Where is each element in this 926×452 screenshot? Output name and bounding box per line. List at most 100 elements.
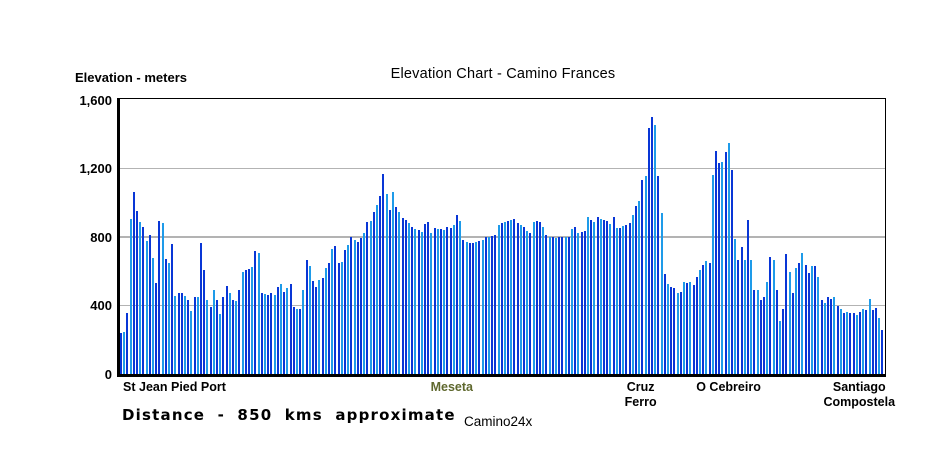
elevation-bar — [625, 225, 628, 374]
elevation-bar — [241, 272, 244, 374]
elevation-bar — [302, 290, 305, 374]
elevation-bar — [686, 283, 689, 374]
elevation-bar — [193, 297, 196, 374]
elevation-bar — [235, 301, 238, 374]
distance-note: Distance - 850 kms approximate — [122, 406, 456, 424]
x-label-o-cebreiro: O Cebreiro — [696, 380, 761, 394]
elevation-bar — [455, 215, 458, 374]
elevation-bar — [871, 310, 874, 374]
elevation-bar — [551, 237, 554, 374]
elevation-bar — [699, 270, 701, 374]
elevation-bar — [855, 315, 858, 374]
elevation-bar — [558, 237, 561, 374]
elevation-bar — [644, 176, 647, 374]
elevation-bar — [564, 237, 567, 374]
elevation-bar — [660, 213, 663, 374]
elevation-bar — [823, 303, 826, 374]
elevation-bar — [427, 222, 430, 374]
elevation-bar — [571, 228, 573, 374]
elevation-bar — [535, 220, 538, 374]
elevation-bar — [443, 229, 446, 374]
elevation-bar — [171, 243, 174, 374]
elevation-bar — [731, 169, 733, 374]
elevation-bar — [433, 228, 436, 374]
elevation-bar — [318, 279, 321, 374]
elevation-bar — [129, 218, 132, 374]
elevation-bar — [254, 251, 257, 374]
elevation-bar — [475, 241, 478, 374]
elevation-bar — [695, 277, 698, 374]
elevation-bar — [715, 151, 717, 374]
chart-title: Elevation Chart - Camino Frances — [390, 66, 616, 82]
elevation-bar — [491, 235, 494, 374]
elevation-bar — [692, 285, 695, 374]
elevation-bar — [631, 215, 634, 374]
elevation-bar — [484, 236, 487, 374]
elevation-bar — [657, 176, 660, 374]
elevation-bar — [817, 277, 820, 374]
elevation-bar — [670, 287, 673, 374]
elevation-bar — [359, 238, 362, 374]
elevation-bar — [679, 292, 682, 374]
elevation-bar — [523, 226, 525, 374]
y-tick-label-1600: 1,600 — [79, 92, 112, 108]
elevation-bar — [209, 307, 212, 374]
elevation-bar — [331, 249, 334, 374]
elevation-bar — [158, 221, 161, 374]
elevation-bar — [542, 227, 545, 374]
gridline-1200 — [120, 167, 885, 170]
elevation-bar — [820, 300, 823, 374]
elevation-bar — [513, 219, 516, 374]
elevation-bar — [711, 175, 714, 374]
elevation-bar — [219, 313, 222, 374]
elevation-bar — [465, 241, 468, 374]
x-label-santiago-compostela: Santiago Compostela — [823, 380, 896, 410]
elevation-bar — [561, 236, 564, 374]
elevation-bar — [404, 220, 407, 374]
elevation-bar — [676, 292, 679, 374]
elevation-bar — [468, 242, 471, 374]
elevation-bar — [577, 232, 580, 374]
elevation-bar — [839, 309, 842, 374]
elevation-bar — [295, 309, 298, 374]
elevation-bar — [638, 200, 641, 374]
elevation-bar — [327, 263, 330, 374]
elevation-bar — [724, 151, 727, 374]
elevation-bar — [759, 299, 762, 374]
elevation-bar — [478, 241, 481, 374]
elevation-bar — [814, 266, 817, 374]
elevation-bar — [369, 221, 372, 374]
elevation-bar — [606, 221, 609, 374]
y-tick-label-400: 400 — [90, 298, 112, 314]
elevation-bar — [500, 223, 503, 374]
elevation-bar — [689, 282, 692, 374]
elevation-bar — [187, 300, 190, 374]
elevation-bar — [590, 219, 593, 374]
elevation-bar — [446, 226, 449, 374]
elevation-bar — [826, 297, 829, 374]
elevation-bar — [385, 194, 388, 374]
elevation-bar — [794, 267, 797, 374]
elevation-bar — [497, 225, 500, 374]
elevation-bar — [459, 221, 462, 374]
elevation-bar — [596, 217, 599, 374]
elevation-bar — [462, 240, 465, 374]
elevation-bar — [375, 205, 378, 374]
elevation-bar — [622, 225, 625, 374]
elevation-bar — [836, 306, 839, 374]
elevation-bar — [481, 240, 484, 374]
y-tick-label-1200: 1,200 — [79, 161, 112, 177]
elevation-bar — [203, 270, 206, 374]
elevation-bar — [347, 245, 350, 374]
elevation-bar — [772, 260, 775, 374]
elevation-bar — [548, 236, 551, 374]
y-tick-label-800: 800 — [90, 229, 112, 245]
elevation-bar — [436, 228, 439, 374]
elevation-bar — [174, 295, 177, 374]
y-tick-label-0: 0 — [104, 367, 112, 382]
elevation-bar — [276, 287, 279, 374]
elevation-bar — [612, 217, 615, 374]
elevation-bar — [507, 220, 509, 374]
elevation-bar — [619, 227, 621, 374]
